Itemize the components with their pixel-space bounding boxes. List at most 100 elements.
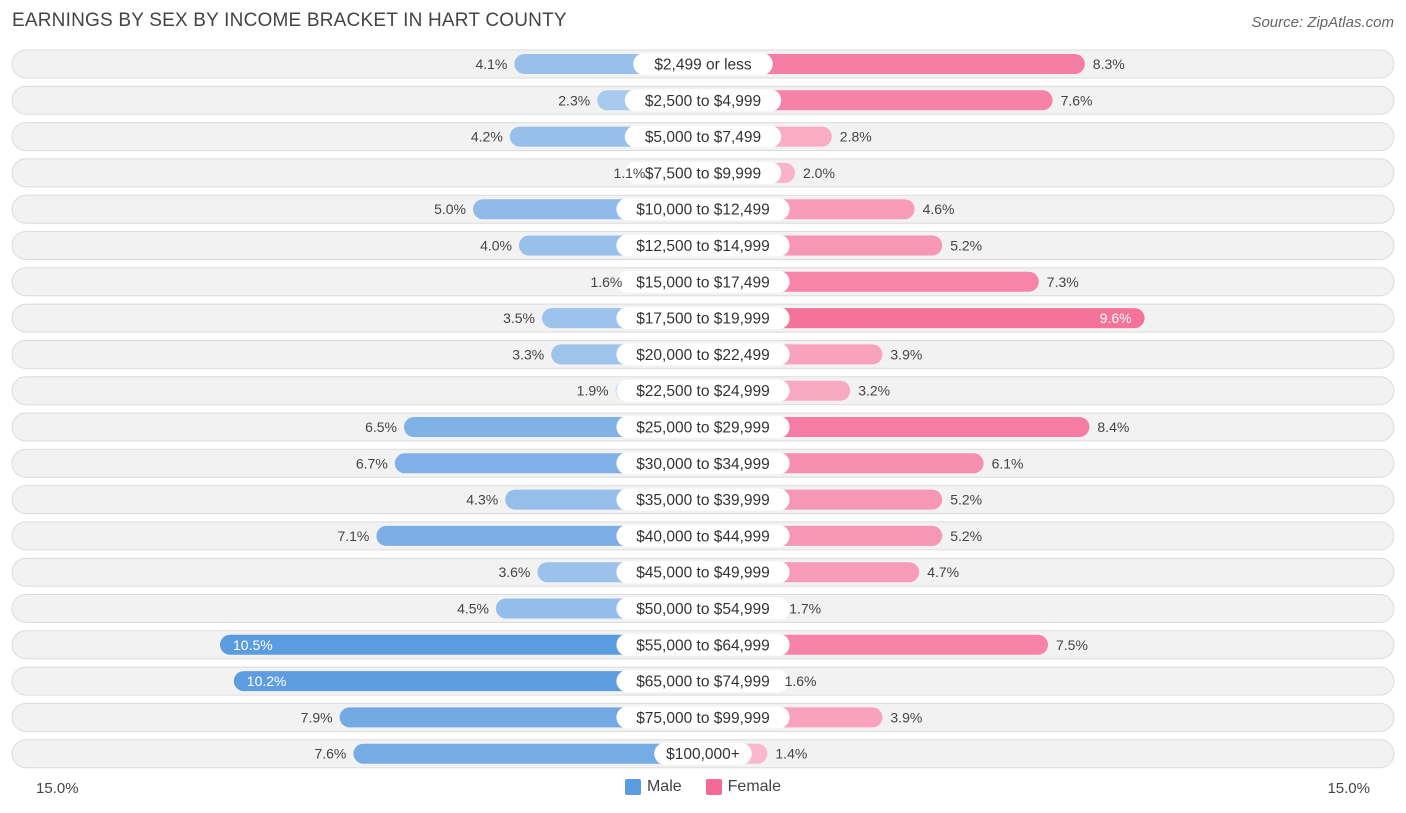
chart-title: EARNINGS BY SEX BY INCOME BRACKET IN HAR… <box>12 10 567 31</box>
male-value-label: 4.1% <box>475 56 507 72</box>
category-label-bg <box>616 633 790 656</box>
male-bar <box>220 634 703 655</box>
category-label: $7,500 to $9,999 <box>645 165 761 182</box>
category-label: $17,500 to $19,999 <box>636 311 770 328</box>
male-value-label: 3.6% <box>498 564 530 580</box>
male-value-label: 6.7% <box>356 455 388 471</box>
legend-swatch-male <box>624 779 641 795</box>
male-bar <box>353 743 703 764</box>
male-bar <box>339 707 703 728</box>
category-label: $20,000 to $22,499 <box>636 347 770 364</box>
female-value-label: 7.6% <box>1061 92 1093 108</box>
male-value-label: 4.5% <box>457 601 489 617</box>
category-label: $75,000 to $99,999 <box>636 710 770 727</box>
category-label-bg <box>616 488 790 511</box>
category-label: $12,500 to $14,999 <box>636 238 770 255</box>
male-value-label: 1.6% <box>590 274 622 290</box>
female-value-label: 5.2% <box>950 492 982 508</box>
category-label: $45,000 to $49,999 <box>636 565 770 582</box>
chart-source: Source: ZipAtlas.com <box>1251 14 1394 31</box>
category-label-bg <box>616 343 790 366</box>
category-label-bg <box>616 452 790 475</box>
category-label: $5,000 to $7,499 <box>645 129 761 146</box>
category-label-bg <box>633 53 773 75</box>
female-value-label: 4.7% <box>927 564 959 580</box>
female-value-label: 5.2% <box>950 238 982 254</box>
category-label: $65,000 to $74,999 <box>636 674 770 691</box>
category-label: $2,499 or less <box>654 57 752 74</box>
female-value-label: 9.6% <box>1100 310 1132 326</box>
female-value-label: 3.2% <box>858 383 890 399</box>
male-value-label: 2.3% <box>558 92 590 108</box>
female-bar <box>703 90 1053 111</box>
female-value-label: 4.6% <box>923 201 955 217</box>
legend-label-male: Male <box>646 778 682 795</box>
female-value-label: 1.6% <box>785 673 817 689</box>
male-value-label: 4.2% <box>471 129 503 145</box>
category-label-bg <box>616 416 790 438</box>
male-value-label: 4.3% <box>466 492 498 508</box>
axis-label-right: 15.0% <box>1327 780 1370 797</box>
category-label-bg <box>616 234 790 257</box>
category-label-bg <box>616 706 790 729</box>
category-label-bg <box>624 89 782 112</box>
male-bar <box>233 671 704 692</box>
female-bar <box>703 417 1090 437</box>
category-label: $100,000+ <box>666 746 740 763</box>
female-value-label: 7.3% <box>1047 274 1079 290</box>
male-value-label: 7.6% <box>314 746 346 762</box>
female-bar <box>703 308 1145 329</box>
legend-label-female: Female <box>727 778 782 795</box>
category-label-bg <box>616 597 790 620</box>
category-label: $2,500 to $4,999 <box>645 93 761 110</box>
category-label: $30,000 to $34,999 <box>636 456 770 473</box>
female-value-label: 1.7% <box>789 601 821 617</box>
legend-item-female: Female <box>705 778 782 796</box>
category-label-bg <box>616 270 790 293</box>
female-value-label: 1.4% <box>775 746 807 762</box>
male-value-label: 10.2% <box>247 673 287 689</box>
male-value-label: 6.5% <box>365 419 397 435</box>
female-value-label: 8.3% <box>1093 56 1125 72</box>
male-value-label: 3.5% <box>503 310 535 326</box>
category-label: $25,000 to $29,999 <box>636 420 770 437</box>
axis-label-left: 15.0% <box>36 780 79 797</box>
male-value-label: 4.0% <box>480 238 512 254</box>
category-label-bg <box>616 198 790 221</box>
male-value-label: 1.1% <box>613 165 645 181</box>
female-bar <box>703 54 1085 74</box>
category-label: $35,000 to $39,999 <box>636 492 770 509</box>
female-value-label: 6.1% <box>992 455 1024 471</box>
female-value-label: 8.4% <box>1097 419 1129 435</box>
category-label: $55,000 to $64,999 <box>636 637 770 654</box>
female-value-label: 5.2% <box>950 528 982 544</box>
category-label-bg <box>616 670 790 693</box>
category-label: $22,500 to $24,999 <box>636 383 770 400</box>
legend-item-male: Male <box>624 778 682 796</box>
category-label-bg <box>654 742 752 765</box>
female-value-label: 7.5% <box>1056 637 1088 653</box>
female-value-label: 2.8% <box>840 129 872 145</box>
female-value-label: 2.0% <box>803 165 835 181</box>
male-value-label: 5.0% <box>434 201 466 217</box>
female-bar <box>703 634 1048 655</box>
male-value-label: 1.9% <box>577 383 609 399</box>
legend-swatch-female <box>705 779 722 795</box>
category-label: $50,000 to $54,999 <box>636 601 770 618</box>
male-value-label: 3.3% <box>512 346 544 362</box>
bar-chart: $2,499 or less 4.1% 8.3% $2,500 to $4,999 2.… <box>11 49 1395 769</box>
category-label-bg <box>616 307 790 330</box>
category-label-bg <box>616 561 790 584</box>
legend: Male Female <box>0 778 1406 796</box>
category-label-bg <box>624 125 782 148</box>
female-value-label: 3.9% <box>890 709 922 725</box>
category-label-bg <box>616 379 790 402</box>
category-label: $15,000 to $17,499 <box>636 274 770 291</box>
category-label-bg <box>616 524 790 547</box>
category-label: $10,000 to $12,499 <box>636 202 770 219</box>
female-value-label: 3.9% <box>890 346 922 362</box>
male-value-label: 7.9% <box>301 709 333 725</box>
male-value-label: 7.1% <box>337 528 369 544</box>
category-label: $40,000 to $44,999 <box>636 528 770 545</box>
male-value-label: 10.5% <box>233 637 273 653</box>
